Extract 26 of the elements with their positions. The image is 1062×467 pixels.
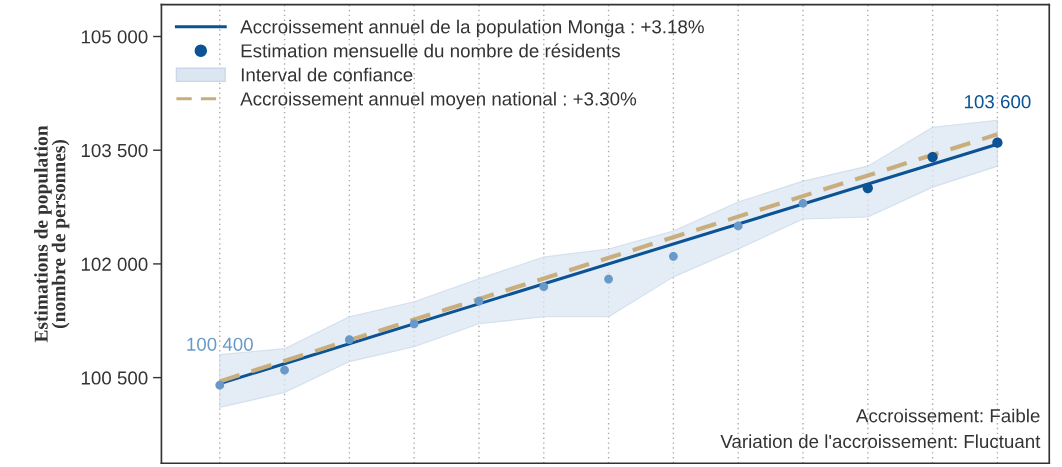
y-axis-title: Estimations de population (nombre de personnes) xyxy=(34,125,70,343)
point xyxy=(604,274,613,284)
point xyxy=(409,319,419,329)
point xyxy=(992,137,1003,148)
legend-label: Interval de confiance xyxy=(241,67,413,82)
legend-label: Estimation mensuelle du nombre de résidents xyxy=(241,43,620,58)
annotation: Variation de l'accroissement: Fluctuant xyxy=(720,434,1041,449)
y-tick-label: 105 000 xyxy=(81,30,148,44)
point xyxy=(539,282,549,292)
point xyxy=(344,335,354,345)
legend-label: Accroissement annuel de la population Monga : +3.18% xyxy=(240,19,704,38)
y-tick-label: 102 000 xyxy=(81,257,148,271)
data-label: 103 600 xyxy=(964,95,1031,109)
point xyxy=(798,198,808,208)
data-label: 100 400 xyxy=(187,337,253,351)
point xyxy=(862,182,873,194)
y-tick-label: 100 500 xyxy=(81,371,148,385)
point xyxy=(215,380,225,390)
y-tick-label: 103 500 xyxy=(81,143,148,158)
legend-label: Accroissement annuel moyen national : +3.30% xyxy=(240,91,637,110)
annotation: Accroissement: Faible xyxy=(855,408,1040,423)
point xyxy=(668,251,678,261)
point xyxy=(280,365,289,375)
point xyxy=(927,151,938,163)
point xyxy=(474,296,484,306)
point xyxy=(733,221,743,231)
